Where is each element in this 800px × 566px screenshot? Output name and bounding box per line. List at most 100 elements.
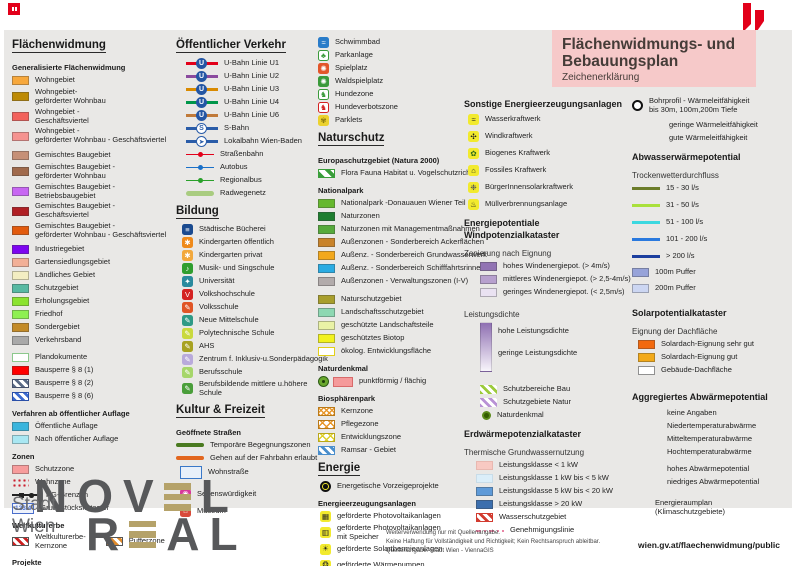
legend-item-label: Parklets (335, 115, 363, 125)
legend-column-2: Öffentlicher Verkehr U U-Bahn Linie U1 U U-B… (176, 34, 328, 518)
u-bahn-u2-line: U (186, 71, 218, 82)
legend-item-label: Gemischtes Baugebiet (35, 150, 111, 160)
legend-item: ♞ Hundezone (318, 89, 373, 100)
legend-item-label: 31 - 50 l/s (666, 200, 699, 210)
legend-item: punktförmig / flächig (318, 376, 426, 387)
legend-item: > 200 l/s (632, 251, 695, 262)
legend-item: ✱ Kindergarten öffentlich (176, 237, 274, 248)
subsection-title: Trockenwetterdurchfluss (632, 170, 719, 180)
subsection-title: Verfahren ab öffentlicher Auflage (12, 408, 130, 418)
biogenic-plant-icon: ✿ (468, 148, 479, 160)
legend-item-label: hohes Abwärmepotential (667, 463, 750, 473)
heat-pump-icon: ❂ (320, 559, 331, 566)
legend-item: Regionalbus (176, 175, 262, 186)
legend-item-label: BürgerInnensolarkraftwerk (485, 182, 573, 192)
subsection-title: Zonierung nach Eignung (464, 248, 552, 258)
legend-item: ▦ geförderte Photovoltaikanlagen (318, 511, 441, 522)
legend-item: Schutzgebiete Natur (464, 397, 571, 408)
legend-item-label: Regionalbus (220, 175, 262, 185)
legend-item-label: Berufsbildende mittlere u.höhere Schule (199, 379, 308, 397)
subsection-title: Geöffnete Straßen (176, 427, 242, 437)
u-bahn-u6-line-badge-icon: U (196, 110, 207, 121)
watermark-line-novel: NOV L (34, 470, 248, 522)
legend-item: Radwegenetz (176, 188, 266, 199)
legend-item-label: Außenz. - Sonderbereich Schifffahrtsrinn… (341, 263, 481, 273)
watermark-line-real: R AL (86, 511, 248, 557)
legend-swatch (12, 421, 29, 431)
legend-item-label: Grundstückskataster (40, 502, 110, 512)
legend-swatch (632, 283, 649, 293)
legend-swatch (12, 537, 29, 547)
legend-item: geschütztes Biotop (318, 333, 404, 344)
legend-item: Außenzonen - Verwaltungszonen (I-V) (318, 276, 468, 287)
legend-item: Leistungsklasse > 20 kW (464, 499, 582, 510)
legend-item: ☀ geförderte Solarthermieanlagen (318, 543, 442, 555)
legend-item-label: Gemischtes Baugebiet - Geschäftsviertel (35, 201, 116, 220)
legend-item-label: Landschaftsschutzgebiet (341, 307, 424, 317)
legend-item-label: Pufferzone (128, 536, 165, 546)
legend-item: Bausperre § 8 (6) (12, 391, 93, 402)
legend-item-label: Außenz. - Sonderbereich Grundwasserwerk (341, 250, 487, 260)
legend-swatch (12, 434, 29, 444)
legend-item-label: Solardach-Eignung gut (661, 352, 738, 362)
watermark-text: L (200, 470, 239, 522)
legend-item: Wohnzone (12, 477, 71, 488)
subsection-title: Abwasserwärmepotential (632, 151, 741, 162)
legend-item: ✾ Parklets (318, 115, 362, 126)
legend-item: Landschaftsschutzgebiet (318, 307, 424, 318)
glyph: ✎ (184, 354, 191, 364)
legend-item-label: 101 - 200 l/s (666, 234, 708, 244)
legend-swatch (632, 235, 660, 244)
kindergarten-public-icon: ✱ (182, 237, 193, 248)
plan-url-link[interactable]: wien.gv.at/flaechenwidmung/public (638, 540, 780, 550)
legend-item-label: Biogenes Kraftwerk (485, 148, 551, 158)
legend-swatch (318, 433, 335, 442)
music-school-icon: ♪ (182, 263, 193, 274)
legend-item-label: geförderte Photovoltaikanlagen mit Speic… (337, 523, 441, 541)
subsection-title: Thermische Grundwassernutzung (464, 448, 585, 457)
legend-item: ökolog. Entwicklungsfläche (318, 346, 431, 357)
legend-item-label: Wohngebiet - Geschäftsviertel (35, 106, 89, 125)
fossil-plant-icon: ⌂ (468, 165, 479, 177)
legend-item: Schutzbereiche Bau (464, 384, 570, 395)
legend-item-label: Pflegezone (341, 419, 379, 429)
polytechnic-school-icon: ✎ (182, 328, 193, 339)
legend-item-label: Ramsar - Gebiet (341, 445, 397, 455)
legend-swatch (318, 347, 335, 356)
legend-item-label: Wohnzone (35, 476, 71, 486)
legend-item-label: Radwegenetz (220, 188, 266, 198)
legend-item: Außenzonen - Sonderbereich Ackerflächen (318, 237, 484, 248)
legend-item-label: U-Bahn Linie U2 (224, 71, 280, 81)
meeting-zone-line (176, 441, 204, 450)
legend-item: ♨ Müllverbrennungsanlage (464, 199, 567, 211)
adult-education-icon: V (182, 289, 193, 300)
legend-item-label: Naturzonen mit Managementmaßnahmen (341, 224, 480, 234)
u-bahn-u4-line: U (186, 97, 218, 108)
legend-item-label: U-Bahn Linie U1 (224, 58, 280, 68)
legend-item-label: Sondergebiet (35, 321, 80, 331)
legend-item-label: Bausperre § 8 (6) (35, 390, 94, 400)
legend-item-label: geschützte Landschaftsteile (341, 320, 434, 330)
legend-swatch (638, 353, 655, 363)
legend-item: ♪ Musik- und Singschule (176, 263, 274, 274)
glyph: ✎ (184, 384, 191, 394)
u-bahn-u3-line-badge-icon: U (196, 84, 207, 95)
legend-item: Bausperre § 8 (1) (12, 365, 93, 376)
legend-item-label: Energetische Vorzeigeprojekte (337, 481, 439, 491)
legend-item-label: punktförmig / flächig (359, 376, 427, 386)
legend-item-label: Außenzonen - Verwaltungszonen (I-V) (341, 276, 469, 286)
legend-swatch: 123/4 (12, 502, 35, 514)
legend-item: ✺ Spielplatz (318, 63, 368, 74)
kindergarten-private-icon: ✱ (182, 250, 193, 261)
legend-item: ✎ Berufsschule (176, 367, 242, 378)
legend-swatch (12, 257, 29, 267)
legend-item-label: Kernzone (341, 406, 374, 416)
u-bahn-u1-line: U (186, 58, 218, 69)
legend-item-label: Leistungsklasse 1 kW bis < 5 kW (499, 473, 609, 483)
legend-item-label: Musik- und Singschule (199, 263, 275, 273)
glyph: ✿ (470, 149, 477, 158)
legend-item: Sondergebiet (12, 322, 80, 333)
legend-item: Solardach-Eignung gut (632, 352, 737, 363)
u-bahn-u2-line-badge-icon: U (196, 71, 207, 82)
